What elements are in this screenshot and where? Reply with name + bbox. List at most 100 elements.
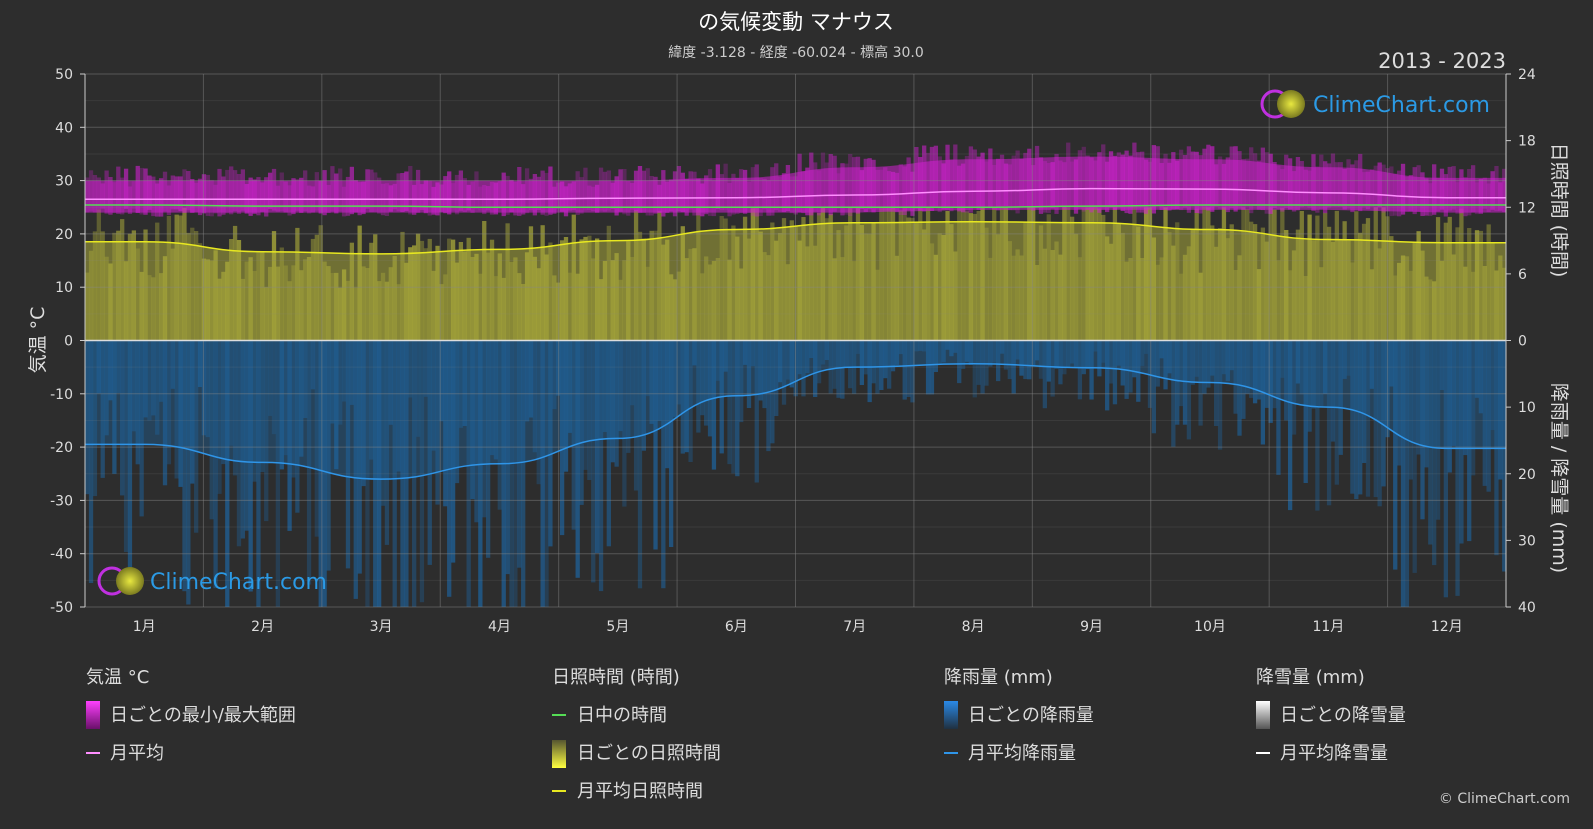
daily-rain-bar — [1097, 340, 1102, 377]
watermark-text-bottom: ClimeChart.com — [150, 570, 327, 595]
daily-rain-bar — [1470, 340, 1476, 476]
daily-rain-bar — [404, 340, 409, 607]
daily-rain-bar — [415, 340, 421, 437]
daily-rain-bar — [147, 340, 152, 421]
daily-rain-bar — [571, 340, 576, 530]
daily-rain-bar — [85, 340, 90, 495]
right-tick-label-precip: 10 — [1518, 400, 1536, 416]
daily-rain-bar — [1132, 340, 1137, 378]
daily-rain-bar — [984, 340, 989, 386]
daily-rain-bar — [746, 340, 752, 408]
daily-rain-bar — [598, 340, 604, 592]
daily-snow-swatch-icon — [1256, 701, 1270, 729]
daily-rain-bar — [1280, 340, 1285, 378]
daily-rain-bar — [536, 340, 541, 485]
daily-rain-bar — [649, 340, 654, 424]
daily-rain-bar — [1350, 340, 1355, 494]
daily-rain-bar — [1432, 340, 1437, 566]
daily-rain-bar — [1478, 340, 1484, 414]
daily-rain-bar — [1233, 340, 1238, 414]
daily-rain-bar — [1229, 340, 1234, 371]
daily-rain-bar — [715, 340, 720, 381]
daily-rain-bar — [610, 340, 615, 463]
daily-rain-bar — [563, 340, 569, 472]
legend-label: 月平均 — [110, 743, 164, 764]
daily-rain-bar — [1307, 340, 1312, 432]
daily-rain-bar — [820, 340, 826, 365]
daily-rain-bar — [742, 340, 748, 365]
daily-rain-bar — [392, 340, 397, 607]
daily-rain-bar — [458, 340, 464, 428]
daily-rain-bar — [867, 340, 872, 403]
daily-rain-bar — [240, 340, 246, 539]
daily-rain-bar — [1373, 340, 1378, 498]
daily-rain-bar — [793, 340, 798, 397]
daily-rain-bar — [256, 340, 261, 607]
daily-rain-bar — [248, 340, 253, 592]
daily-rain-bar — [1342, 340, 1347, 379]
daily-rain-bar — [781, 340, 787, 405]
daily-rain-bar — [552, 340, 557, 410]
legend-group-sunshine: 日照時間 (時間) 日中の時間 日ごとの日照時間 月平均日照時間 — [552, 667, 721, 802]
daily-rain-bar — [1190, 340, 1195, 385]
legend: 気温 °C 日ごとの最小/最大範囲 月平均 日照時間 (時間) 日中の時間 日ご… — [86, 667, 1406, 802]
daily-rain-bar — [1085, 340, 1090, 370]
daily-rain-bar — [929, 340, 935, 395]
daily-rain-bar — [1155, 340, 1160, 387]
daily-rain-bar — [419, 340, 425, 603]
daily-rain-bar — [267, 340, 273, 416]
daily-rain-bar — [221, 340, 226, 465]
daily-rain-bar — [758, 340, 763, 401]
daily-rain-bar — [182, 340, 187, 592]
daily-rain-bar — [579, 340, 584, 505]
daily-rain-bar — [1101, 340, 1106, 363]
daily-rain-bar — [996, 340, 1001, 382]
daily-rain-bar — [879, 340, 884, 390]
daily-rain-bar — [330, 340, 335, 424]
left-tick-label: -30 — [50, 493, 73, 509]
daily-rain-bar — [976, 340, 981, 385]
daily-rain-bar — [925, 340, 931, 395]
daily-rain-bar — [1272, 340, 1277, 409]
daily-rain-bar — [1050, 340, 1055, 397]
daily-rain-bar — [303, 340, 308, 418]
daily-rain-bar — [1474, 340, 1480, 398]
daily-rain-bar — [509, 340, 514, 607]
daily-rain-bar — [1396, 340, 1402, 466]
daily-rain-bar — [871, 340, 876, 384]
daily-rain-bar — [1120, 340, 1125, 386]
daily-rain-bar — [232, 340, 238, 476]
daily-rain-bar — [914, 340, 919, 352]
daily-rain-bar — [668, 340, 674, 547]
right-tick-label-precip: 30 — [1518, 533, 1536, 549]
legend-group-rain: 降雨量 (mm) 日ごとの降雨量 月平均降雨量 — [944, 667, 1094, 764]
daily-rain-bar — [626, 340, 631, 453]
daily-rain-bar — [797, 340, 802, 375]
daily-rain-bar — [322, 340, 327, 607]
daily-rain-bar — [661, 340, 666, 589]
month-label: 1月 — [133, 619, 156, 635]
daily-rain-bar — [1163, 340, 1168, 390]
daily-rain-bar — [1400, 340, 1406, 607]
daily-rain-bar — [1066, 340, 1071, 368]
daily-rain-bar — [1486, 340, 1491, 492]
daily-rain-bar — [964, 340, 970, 362]
daily-rain-bar — [318, 340, 323, 607]
daily-rain-bar — [310, 340, 316, 390]
daily-rain-bar — [809, 340, 814, 358]
daily-rain-bar — [836, 340, 841, 398]
daily-rain-bar — [657, 340, 662, 421]
daily-rain-bar — [1319, 340, 1324, 407]
daily-rain-bar — [1108, 340, 1114, 384]
daily-rain-bar — [906, 340, 911, 397]
daily-rain-bar — [353, 340, 358, 599]
daily-rain-bar — [777, 340, 783, 383]
daily-rain-bar — [229, 340, 234, 446]
daily-rain-bar — [291, 340, 296, 478]
daily-rain-bar — [361, 340, 366, 487]
daily-rain-bar — [1303, 340, 1308, 483]
daily-rain-bar — [1393, 340, 1398, 570]
daily-rain-bar — [1034, 340, 1040, 361]
daily-rain-bar — [1358, 340, 1363, 495]
